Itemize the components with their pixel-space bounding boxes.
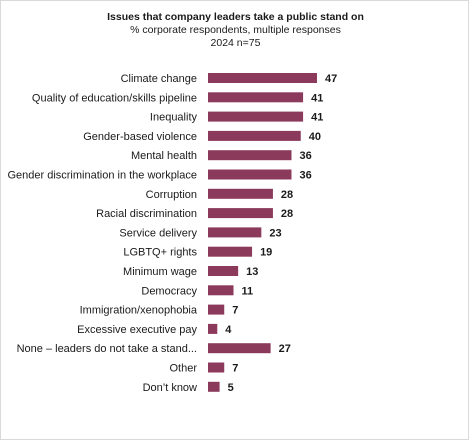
- category-label: Corruption: [146, 189, 197, 201]
- bar: [208, 266, 239, 276]
- category-label: Mental health: [131, 150, 197, 162]
- category-label: Inequality: [150, 112, 198, 124]
- category-label: Democracy: [141, 285, 197, 297]
- category-label: LGBTQ+ rights: [123, 247, 197, 259]
- chart-titles: Issues that company leaders take a publi…: [1, 11, 469, 50]
- category-label: Don’t know: [143, 382, 197, 394]
- chart-subtitle: % corporate respondents, multiple respon…: [130, 24, 341, 36]
- data-label: 27: [279, 343, 291, 355]
- data-label: 5: [228, 382, 234, 394]
- data-label: 36: [299, 170, 311, 182]
- bar: [208, 285, 234, 296]
- bar: [208, 169, 292, 180]
- bar: [208, 130, 301, 141]
- bar: [208, 150, 292, 161]
- data-label: 4: [225, 324, 232, 336]
- bar: [208, 323, 218, 334]
- data-label: 36: [299, 150, 311, 162]
- bar: [208, 362, 225, 373]
- category-label: Immigration/xenophobia: [80, 305, 198, 317]
- category-label: Gender discrimination in the workplace: [7, 170, 197, 182]
- data-label: 40: [309, 131, 321, 143]
- data-label: 23: [269, 227, 281, 239]
- data-label: 11: [242, 285, 254, 297]
- data-label: 7: [232, 363, 238, 375]
- data-label: 7: [232, 305, 238, 317]
- category-label: Gender-based violence: [83, 131, 197, 143]
- bar: [208, 381, 220, 392]
- bar: [208, 92, 304, 103]
- category-label: Service delivery: [119, 227, 197, 239]
- data-label: 28: [281, 208, 293, 220]
- data-label: 13: [246, 266, 258, 278]
- bar: [208, 111, 304, 122]
- chart-subtitle-sample: 2024 n=75: [210, 37, 261, 49]
- bar: [208, 73, 317, 83]
- bar: [208, 208, 273, 219]
- bar: [208, 304, 225, 315]
- category-label: Other: [169, 363, 197, 375]
- category-label: Climate change: [121, 73, 197, 85]
- category-label: Excessive executive pay: [77, 324, 197, 336]
- data-label: 47: [325, 73, 337, 85]
- category-label: Minimum wage: [123, 266, 197, 278]
- data-label: 41: [311, 112, 323, 124]
- data-label: 19: [260, 247, 272, 259]
- bar: [208, 188, 273, 199]
- category-label: Racial discrimination: [96, 208, 197, 220]
- chart-title: Issues that company leaders take a publi…: [107, 11, 364, 23]
- data-label: 41: [311, 92, 323, 104]
- category-label: None – leaders do not take a stand...: [17, 343, 197, 355]
- bar: [208, 227, 262, 238]
- bar: [208, 343, 271, 354]
- category-label: Quality of education/skills pipeline: [32, 92, 197, 104]
- bar: [208, 246, 253, 257]
- data-label: 28: [281, 189, 293, 201]
